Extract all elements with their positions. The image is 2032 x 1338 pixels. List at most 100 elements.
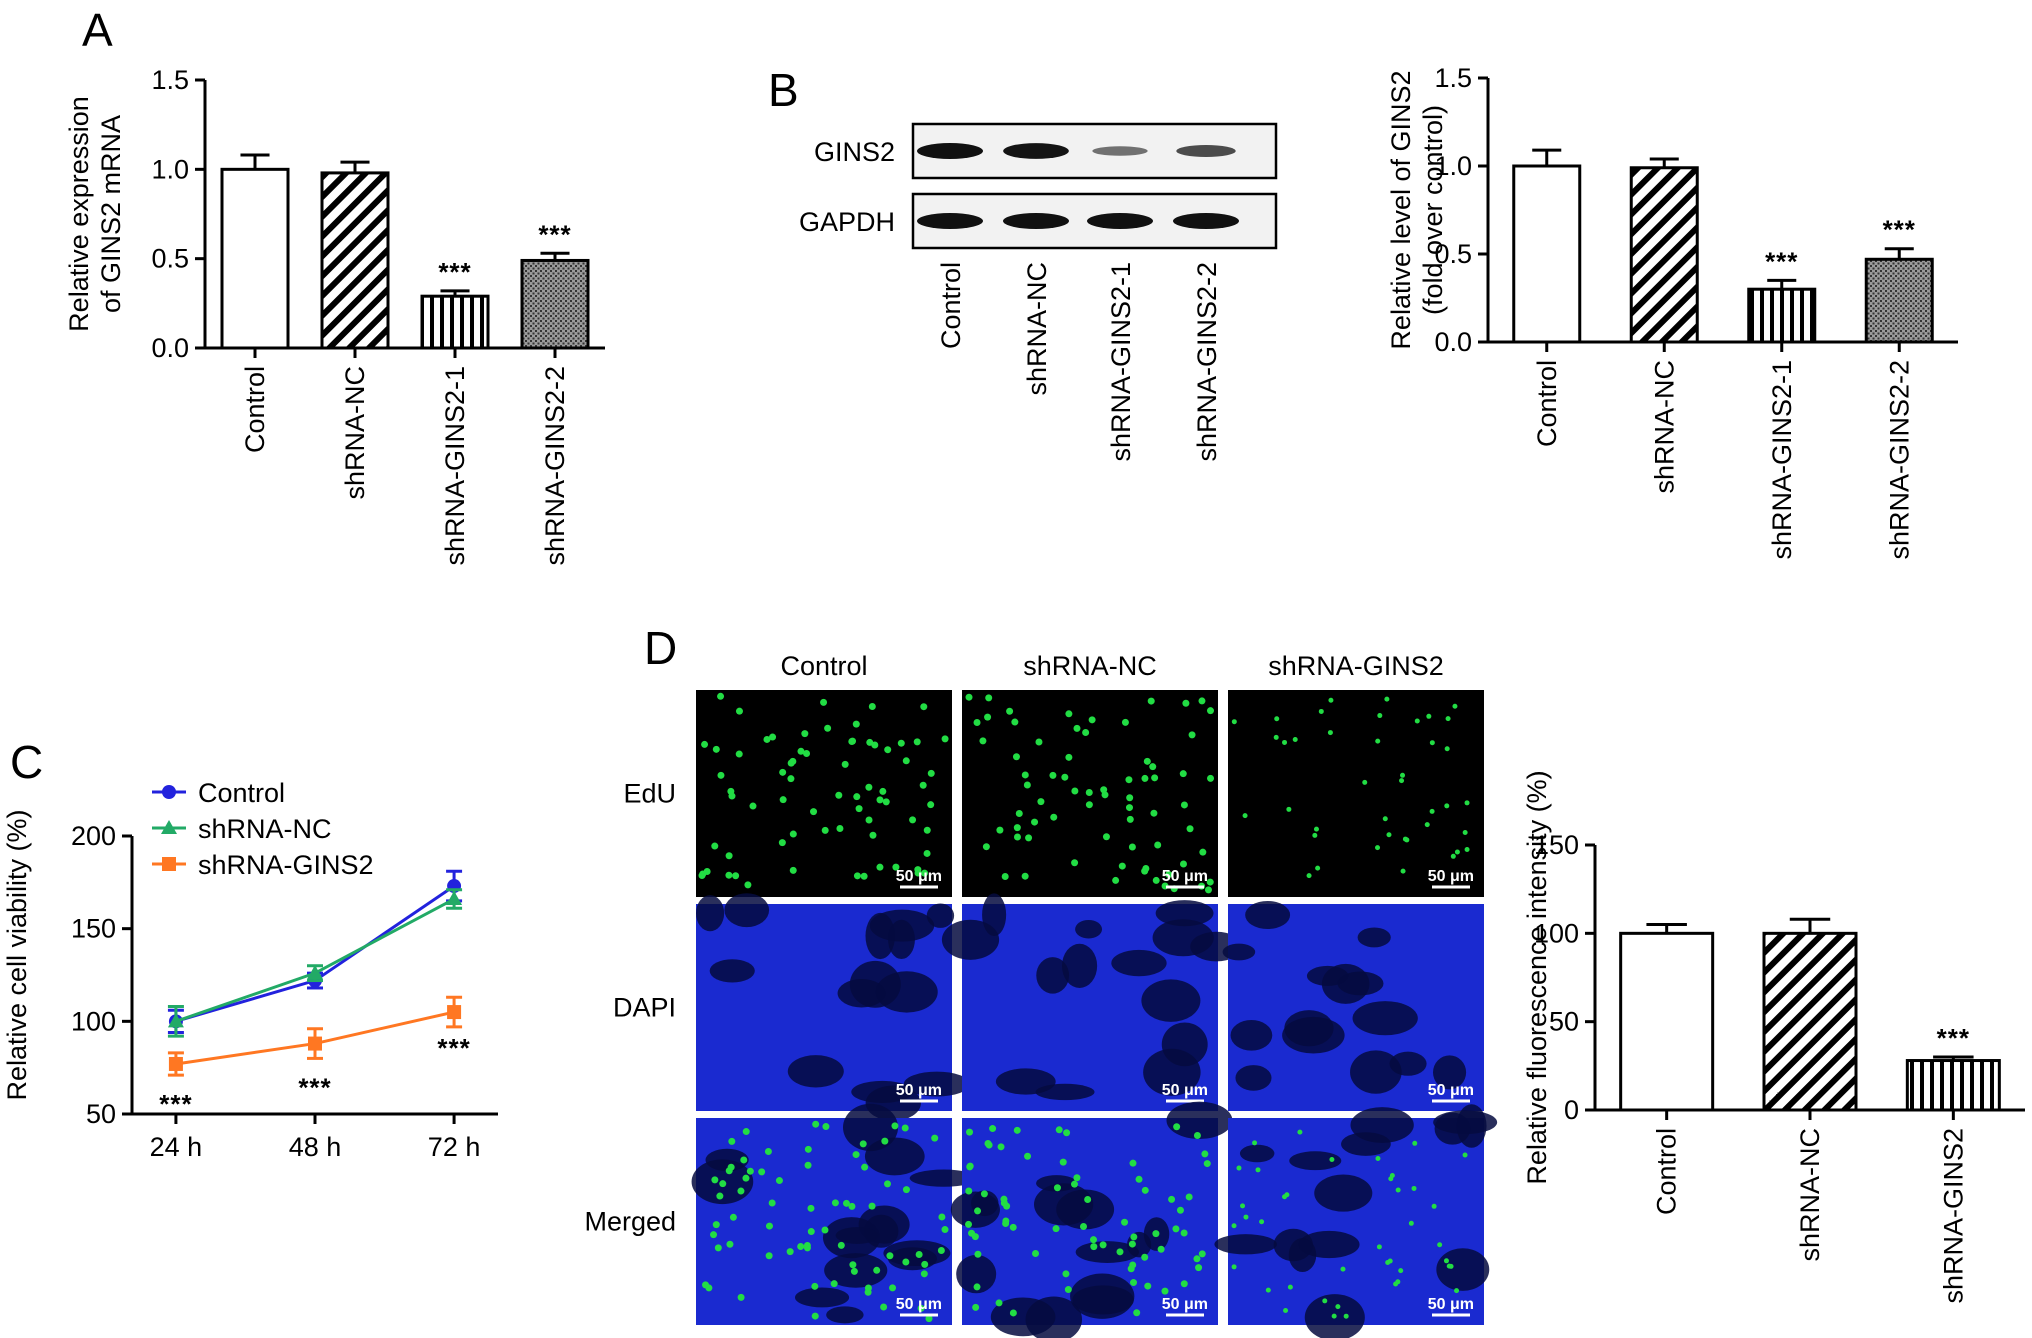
micro-cell bbox=[869, 831, 877, 839]
micro-cell bbox=[1206, 878, 1214, 886]
micro-cell bbox=[822, 1123, 830, 1131]
y-tick-label-A: 1.5 bbox=[151, 65, 189, 95]
micro-cell bbox=[966, 1128, 974, 1136]
micro-cell bbox=[1128, 1240, 1136, 1248]
y-axis-title: (fold over control) bbox=[1418, 105, 1448, 315]
y-axis-title: Relative fluorescence intensity (%) bbox=[1522, 770, 1552, 1184]
micro-scale-label: 50 μm bbox=[896, 868, 942, 885]
micro-cell bbox=[1180, 1229, 1188, 1237]
micro-cell bbox=[725, 852, 733, 860]
micro-dark-region bbox=[1143, 1048, 1201, 1096]
micro-cell bbox=[941, 1226, 949, 1234]
micro-cell bbox=[1062, 1270, 1070, 1278]
micro-dark-region bbox=[1341, 1132, 1391, 1156]
micro-dark-region bbox=[794, 1287, 850, 1308]
micro-dark-region bbox=[995, 1068, 1056, 1095]
micro-cell bbox=[880, 1303, 888, 1311]
micro-cell bbox=[737, 1187, 745, 1195]
x-tick-label: shRNA-NC bbox=[1649, 360, 1679, 494]
micro-cell bbox=[727, 1163, 735, 1171]
micro-cell bbox=[1454, 849, 1460, 855]
micro-cell bbox=[902, 757, 910, 765]
micro-cell bbox=[1284, 1192, 1290, 1198]
micro-cell bbox=[1259, 1219, 1265, 1225]
micro-cell bbox=[1102, 833, 1110, 841]
micro-cell bbox=[1362, 779, 1368, 785]
micro-cell bbox=[1141, 1253, 1149, 1261]
micro-cell bbox=[1100, 786, 1108, 794]
micro-cell bbox=[1282, 739, 1288, 745]
micro-cell bbox=[855, 805, 863, 813]
micro-cell bbox=[1315, 865, 1321, 871]
micro-dark-region bbox=[1034, 1183, 1094, 1226]
y-tick-label-B: 0.0 bbox=[1434, 327, 1472, 357]
y-tick-label-B: 0.5 bbox=[1434, 239, 1472, 269]
micro-cell bbox=[1179, 860, 1187, 868]
micro-cell bbox=[1411, 1185, 1417, 1191]
micro-cell bbox=[712, 745, 720, 753]
micro-dark-region bbox=[1337, 971, 1384, 996]
micro-cell bbox=[811, 1282, 819, 1290]
micro-row-label: EdU bbox=[623, 779, 676, 809]
micro-cell bbox=[1322, 1298, 1328, 1304]
micro-cell bbox=[1462, 1152, 1468, 1158]
micro-cell bbox=[830, 1280, 838, 1288]
micro-row-label: DAPI bbox=[613, 993, 676, 1023]
significance-label: *** bbox=[298, 1072, 331, 1102]
micro-column-label: Control bbox=[780, 651, 867, 681]
micro-cell bbox=[807, 1228, 815, 1236]
micro-cell bbox=[1049, 771, 1057, 779]
micro-cell bbox=[1283, 1308, 1289, 1314]
micro-cell bbox=[735, 750, 743, 758]
micro-cell bbox=[1133, 1309, 1141, 1317]
micro-cell bbox=[1198, 697, 1206, 705]
micro-cell bbox=[1377, 713, 1383, 719]
micro-cell bbox=[1255, 1167, 1261, 1173]
micro-cell bbox=[984, 1139, 992, 1147]
micro-cell bbox=[1023, 781, 1031, 789]
micro-dark-region bbox=[1166, 1101, 1233, 1140]
chart-d: 0 50 100 150 Control shRNA-NC shRNA-GINS2 *** Re… bbox=[1522, 770, 2025, 1304]
bar-shrna-gins2-1 bbox=[1747, 287, 1817, 344]
micro-cell bbox=[1231, 719, 1237, 725]
micro-cell bbox=[1002, 1217, 1010, 1225]
data-point bbox=[446, 891, 463, 906]
micro-dark-region bbox=[1070, 1273, 1135, 1319]
micro-cell bbox=[1437, 1242, 1443, 1248]
blot-band-label: GINS2 bbox=[814, 137, 895, 167]
chart-a: 0.0 0.5 1.0 1.5 Control shRNA-NC shRNA-GINS2-1… bbox=[64, 65, 605, 566]
chart-c: 50 100 150 200 24 h 48 h 72 h *** *** *** Control s… bbox=[2, 778, 498, 1162]
micro-cell bbox=[891, 1122, 899, 1130]
micro-dark-region bbox=[1245, 900, 1291, 930]
micro-cell bbox=[1444, 803, 1450, 809]
micro-cell bbox=[1195, 1264, 1203, 1272]
micro-cell bbox=[1445, 716, 1451, 722]
micro-cell bbox=[938, 1213, 946, 1221]
micro-dark-region bbox=[1155, 900, 1214, 927]
y-tick-label-C: 200 bbox=[71, 821, 116, 851]
micro-dark-region bbox=[1273, 1228, 1313, 1262]
micro-dark-region bbox=[1036, 957, 1070, 994]
micro-dark-region bbox=[941, 919, 1000, 960]
legend-label: Control bbox=[198, 778, 285, 808]
micro-cell bbox=[973, 1283, 981, 1291]
micro-cell bbox=[1154, 841, 1162, 849]
micro-cell bbox=[965, 1220, 973, 1228]
micro-cell bbox=[1065, 710, 1073, 718]
x-tick-label: 24 h bbox=[150, 1132, 203, 1162]
bar-control bbox=[1619, 931, 1715, 1112]
micro-cell bbox=[1173, 1123, 1181, 1131]
micro-cell bbox=[902, 1186, 910, 1194]
microscopy-grid: Control shRNA-NC shRNA-GINS2 EdU DAPI Merged 5… bbox=[584, 651, 1498, 1338]
micro-cell bbox=[737, 1293, 745, 1301]
micro-cell bbox=[779, 768, 787, 776]
x-tick-label: Control bbox=[1532, 360, 1562, 447]
micro-dark-region bbox=[709, 959, 755, 983]
x-tick-label: shRNA-GINS2-2 bbox=[540, 366, 570, 566]
micro-cell bbox=[1429, 808, 1435, 814]
micro-cell bbox=[1012, 753, 1020, 761]
micro-cell bbox=[921, 1260, 929, 1268]
legend-marker bbox=[162, 785, 176, 799]
micro-cell bbox=[866, 738, 874, 746]
micro-cell bbox=[701, 1281, 709, 1289]
